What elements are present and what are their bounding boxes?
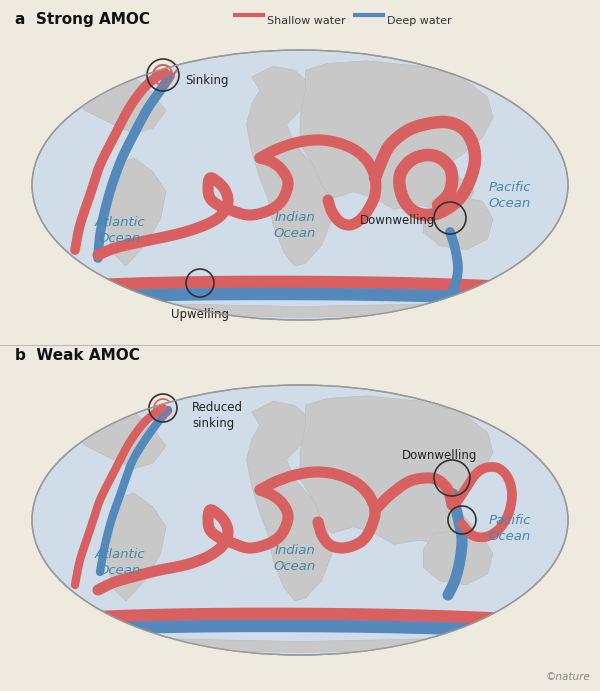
Text: Upwelling: Upwelling	[171, 308, 229, 321]
Ellipse shape	[32, 50, 568, 320]
Text: Deep water: Deep water	[387, 16, 452, 26]
Polygon shape	[107, 390, 145, 405]
Text: Sinking: Sinking	[185, 73, 229, 86]
Polygon shape	[107, 158, 166, 266]
Text: Pacific
Ocean: Pacific Ocean	[489, 180, 531, 209]
Polygon shape	[53, 61, 166, 133]
Text: Downwelling: Downwelling	[403, 449, 478, 462]
Polygon shape	[59, 631, 541, 652]
Polygon shape	[59, 296, 541, 317]
Polygon shape	[423, 196, 493, 250]
Text: Pacific
Ocean: Pacific Ocean	[489, 513, 531, 542]
Polygon shape	[107, 55, 145, 70]
Text: Indian
Ocean: Indian Ocean	[274, 544, 316, 573]
Text: Downwelling: Downwelling	[359, 214, 435, 227]
Polygon shape	[300, 396, 493, 547]
Polygon shape	[247, 66, 332, 266]
Text: b  Weak AMOC: b Weak AMOC	[15, 348, 140, 363]
Polygon shape	[423, 531, 493, 585]
Text: ©nature: ©nature	[545, 672, 590, 682]
Text: a  Strong AMOC: a Strong AMOC	[15, 12, 150, 27]
Polygon shape	[247, 401, 332, 601]
Ellipse shape	[32, 385, 568, 655]
Polygon shape	[107, 493, 166, 601]
Text: Shallow water: Shallow water	[267, 16, 346, 26]
Text: Atlantic
Ocean: Atlantic Ocean	[95, 216, 145, 245]
Polygon shape	[300, 61, 493, 212]
Polygon shape	[53, 396, 166, 468]
Text: Indian
Ocean: Indian Ocean	[274, 211, 316, 240]
Text: Atlantic
Ocean: Atlantic Ocean	[95, 547, 145, 576]
Text: Reduced
sinking: Reduced sinking	[192, 401, 243, 430]
